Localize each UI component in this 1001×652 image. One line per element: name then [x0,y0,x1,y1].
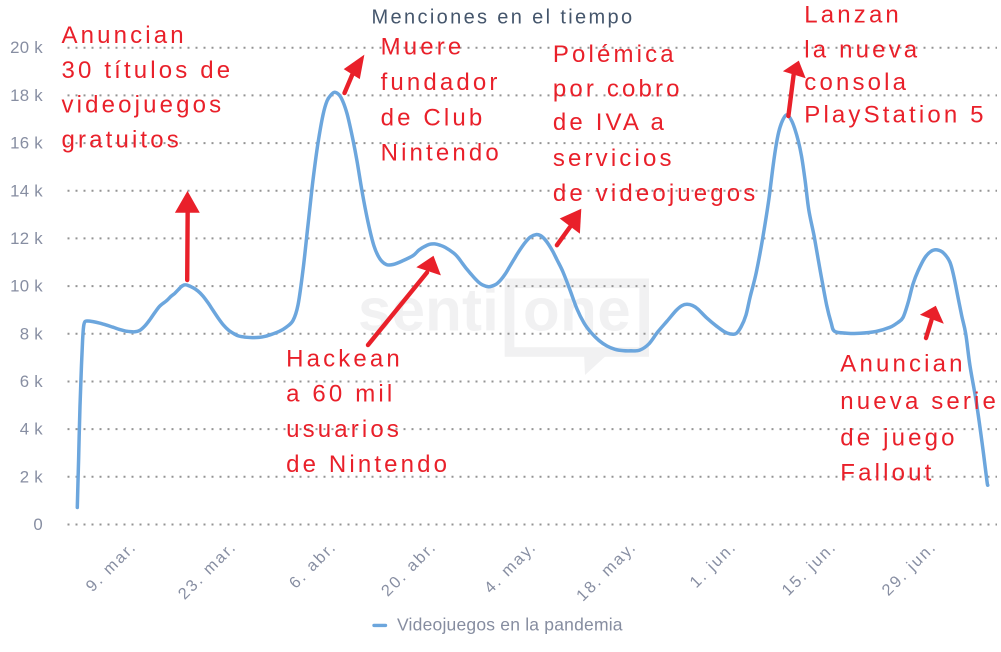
svg-text:PlayStation 5: PlayStation 5 [804,101,986,128]
svg-text:Fallout: Fallout [840,460,934,487]
svg-text:14 k: 14 k [10,181,43,200]
svg-text:Muere: Muere [381,34,465,61]
svg-text:15. jun.: 15. jun. [779,538,841,600]
svg-text:de juego: de juego [840,425,957,452]
svg-text:4 k: 4 k [20,420,44,439]
svg-text:la nueva: la nueva [804,37,920,64]
svg-text:6. abr.: 6. abr. [286,538,341,593]
svg-text:20 k: 20 k [10,38,43,57]
svg-text:nueva serie: nueva serie [840,388,999,415]
svg-text:2 k: 2 k [20,467,44,486]
svg-text:Menciones en el tiempo: Menciones en el tiempo [372,7,635,29]
svg-text:gratuitos: gratuitos [62,126,182,153]
svg-text:Videojuegos en la pandemia: Videojuegos en la pandemia [397,615,623,635]
svg-text:Hackean: Hackean [286,346,403,373]
svg-text:Anuncian: Anuncian [62,22,187,49]
svg-text:0: 0 [33,515,43,534]
svg-text:29. jun.: 29. jun. [879,538,941,600]
svg-text:23. mar.: 23. mar. [175,538,241,604]
svg-text:Anuncian: Anuncian [840,351,965,378]
svg-text:30 títulos de: 30 títulos de [62,57,234,84]
svg-text:consola: consola [804,69,909,96]
svg-text:18. may.: 18. may. [573,538,640,605]
svg-text:de Nintendo: de Nintendo [286,451,450,478]
svg-text:a 60 mil: a 60 mil [286,381,395,408]
svg-text:Polémica: Polémica [553,41,677,68]
svg-text:por cobro: por cobro [553,75,683,102]
svg-text:6 k: 6 k [20,372,44,391]
svg-text:fundador: fundador [381,69,501,96]
svg-text:20. abr.: 20. abr. [378,538,440,600]
svg-text:Lanzan: Lanzan [804,2,902,29]
svg-text:4. may.: 4. may. [481,538,541,598]
svg-text:12 k: 12 k [10,229,43,248]
svg-text:16 k: 16 k [10,134,43,153]
svg-text:Nintendo: Nintendo [381,140,502,167]
svg-text:de Club: de Club [381,104,486,131]
svg-text:8 k: 8 k [20,324,44,343]
svg-text:senti: senti [358,277,499,344]
svg-text:18 k: 18 k [10,86,43,105]
svg-text:de videojuegos: de videojuegos [553,180,759,207]
svg-text:de IVA a: de IVA a [553,109,667,136]
svg-text:10 k: 10 k [10,277,43,296]
svg-text:usuarios: usuarios [286,416,402,443]
svg-text:servicios: servicios [553,145,675,172]
svg-text:videojuegos: videojuegos [62,92,225,119]
svg-text:9. mar.: 9. mar. [83,538,141,596]
svg-text:1. jun.: 1. jun. [686,538,740,592]
